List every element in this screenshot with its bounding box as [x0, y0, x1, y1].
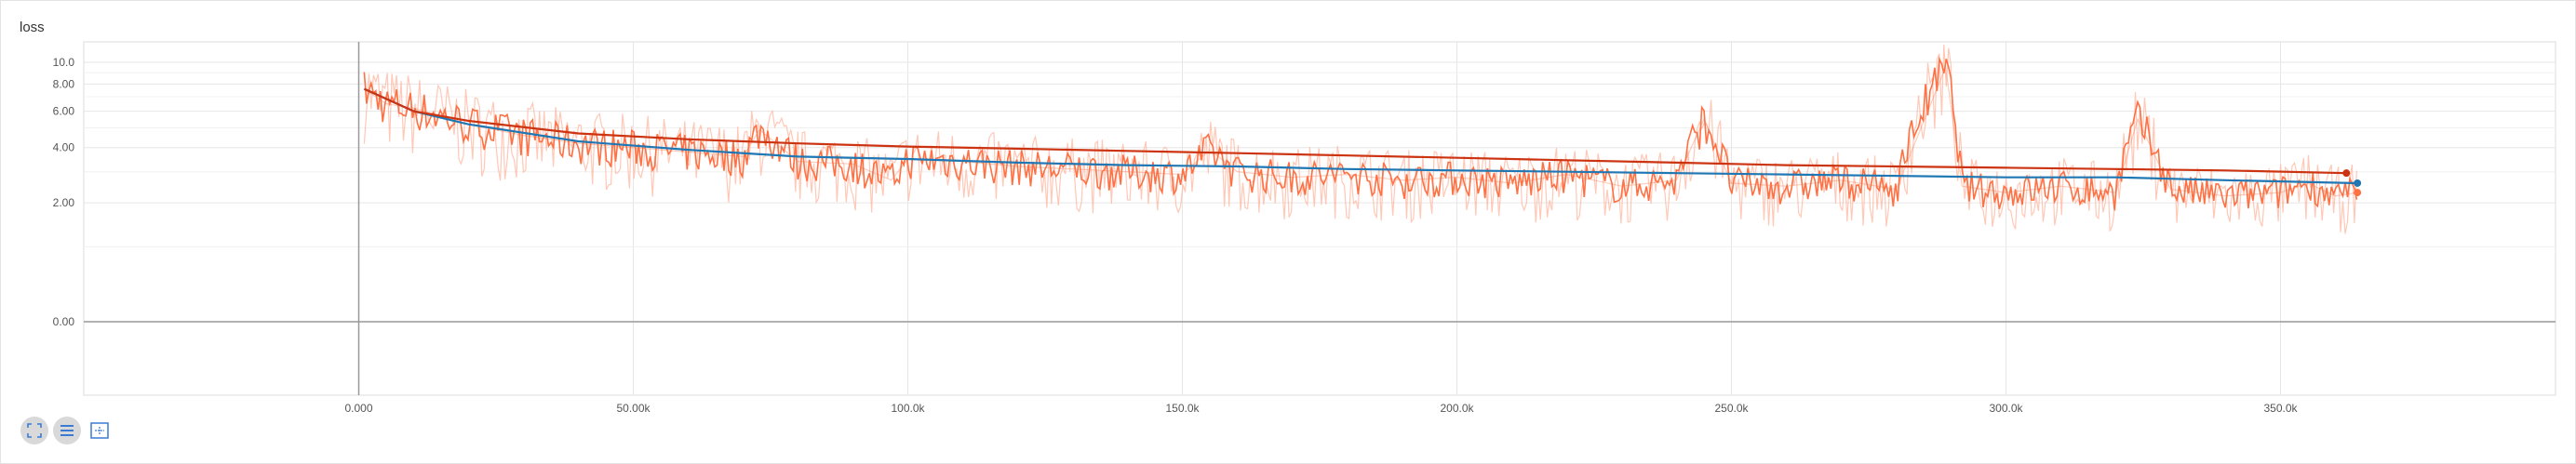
toggle-log-scale-button[interactable] [53, 417, 81, 444]
x-tick-label: 0.000 [344, 402, 372, 415]
fit-domain-button[interactable] [86, 417, 114, 444]
series-line-1 [363, 87, 2358, 185]
x-tick-label: 150.0k [1165, 402, 1200, 415]
y-tick-label: 2.00 [53, 196, 75, 209]
series-endpoint-2 [2342, 169, 2351, 178]
x-tick-label: 350.0k [2263, 402, 2298, 415]
chart-toolbar [20, 417, 114, 444]
plot-frame [83, 41, 2556, 396]
x-tick-label: 50.00k [616, 402, 651, 415]
y-tick-label: 6.00 [53, 105, 75, 118]
series-line-0 [364, 65, 2358, 197]
list-icon [60, 423, 74, 438]
series-line-2 [363, 87, 2347, 175]
x-tick-label: 250.0k [1714, 402, 1749, 415]
series-endpoint-0 [2354, 189, 2362, 197]
y-tick-label: 10.0 [53, 56, 75, 69]
x-tick-label: 300.0k [1989, 402, 2023, 415]
expand-chart-button[interactable] [20, 417, 48, 444]
fit-domain-icon [90, 422, 109, 439]
raw-loss-faint-line [363, 44, 2357, 234]
fullscreen-icon [27, 423, 42, 438]
y-tick-label: 4.00 [53, 141, 75, 154]
x-tick-label: 200.0k [1440, 402, 1474, 415]
y-tick-label: 0.00 [53, 315, 75, 328]
series-endpoint-1 [2354, 179, 2362, 187]
x-tick-label: 100.0k [891, 402, 925, 415]
chart-title: loss [20, 20, 45, 35]
y-tick-label: 8.00 [53, 77, 75, 90]
raw-loss-line [363, 56, 2358, 211]
